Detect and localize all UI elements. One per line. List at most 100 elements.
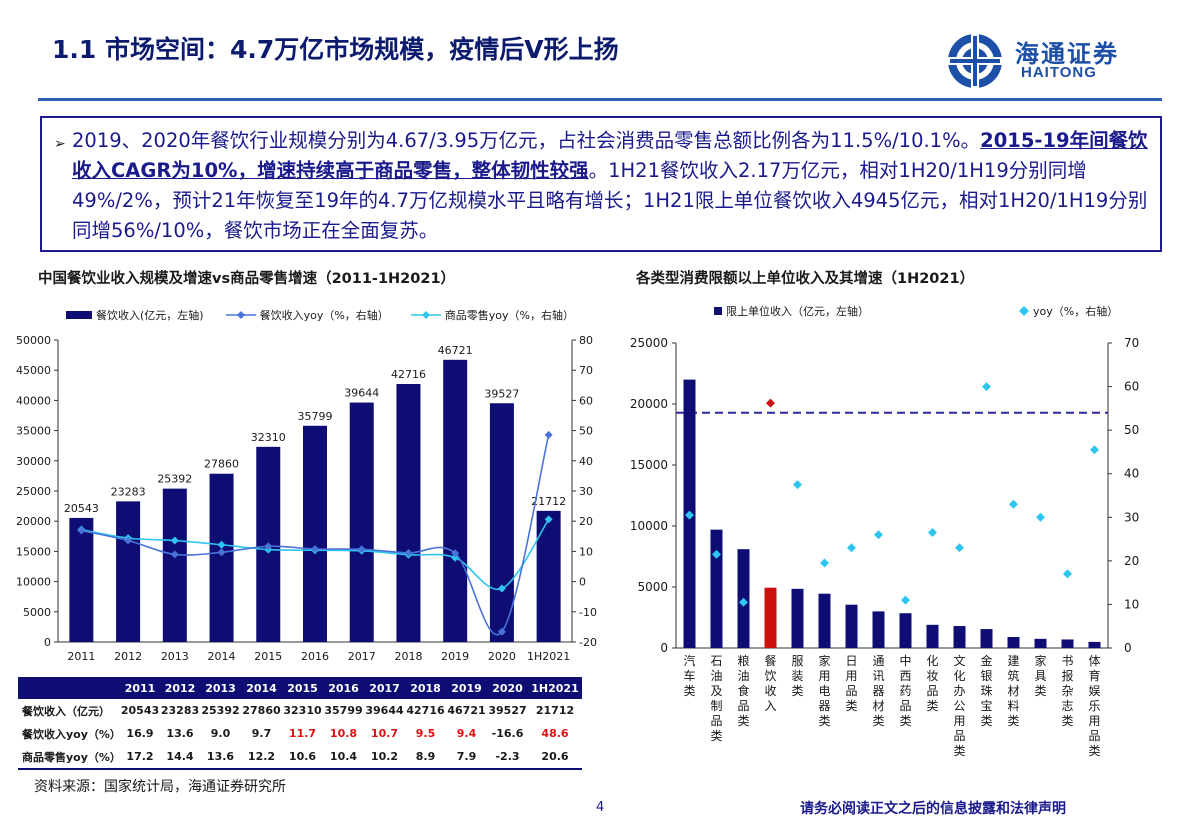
table-cell: 9.7: [251, 727, 272, 740]
legend-label: 商品零售yoy（%，右轴）: [444, 309, 574, 322]
legend-diamond-swatch-icon: [1019, 306, 1029, 316]
restaurant-yoy-marker: [357, 545, 366, 554]
legend-item-retail-yoy: 商品零售yoy（%，右轴）: [410, 307, 574, 323]
legend-label: 餐饮收入(亿元，左轴): [96, 309, 204, 322]
left-chart-legend: 餐饮收入(亿元，左轴) 餐饮收入yoy（%，右轴） 商品零售yoy（%，右轴）: [66, 307, 596, 323]
table-cell: 21712: [535, 704, 575, 717]
bar-data-label: 42716: [391, 368, 426, 381]
table-header-row: 2011 2012 2013 2014 2015 2016 2017 2018 …: [18, 677, 582, 699]
restaurant-yoy-marker: [451, 549, 460, 558]
table-cell: 10.4: [323, 745, 364, 770]
x-axis-tick-label: 1H2021: [527, 650, 570, 663]
page-title: 1.1 市场空间：4.7万亿市场规模，疫情后V形上扬: [52, 35, 619, 64]
table-cell: 20.6: [528, 745, 582, 770]
table-cell: 48.6: [541, 727, 569, 740]
left-axis-tick-label: 15000: [16, 545, 51, 558]
legend-item-restaurant-yoy: 餐饮收入yoy（%，右轴）: [225, 307, 389, 323]
table-cell: 11.7: [288, 727, 317, 740]
legend-line-swatch-icon: [410, 311, 441, 319]
table-cell: 39644: [365, 704, 404, 717]
revenue-bar: [349, 402, 374, 642]
legal-disclaimer: 请务必阅读正文之后的信息披露和法律声明: [800, 801, 1066, 817]
bar-data-label: 39527: [484, 387, 519, 400]
left-axis-tick-label: 35000: [16, 425, 51, 438]
left-axis-tick-label: 45000: [16, 364, 51, 377]
x-axis-tick-label: 2019: [441, 650, 469, 663]
table-row: 餐饮收入（亿元） 20543 23283 25392 27860 32310 35799 39…: [18, 699, 582, 722]
table-cell: 25392: [201, 704, 240, 717]
retail-yoy-marker: [544, 515, 553, 524]
table-header-cell: 2015: [282, 677, 323, 699]
right-axis-tick-label: -10: [579, 606, 597, 619]
table-cell: 17.2: [120, 745, 160, 770]
table-header-cell: 2013: [200, 677, 241, 699]
restaurant-yoy-marker: [311, 544, 319, 553]
bullet-arrow-icon: ➢: [54, 136, 66, 152]
page-number: 4: [596, 800, 605, 815]
table-cell: 10.7: [370, 727, 399, 740]
bar-data-label: 23283: [111, 485, 146, 498]
table-cell: -16.6: [491, 727, 524, 740]
revenue-bar: [162, 488, 187, 642]
summary-box: ➢ 2019、2020年餐饮行业规模分别为4.67/3.95万亿元，占社会消费品…: [40, 116, 1162, 252]
right-axis-tick-label: 30: [579, 485, 593, 498]
data-source: 资料来源：国家统计局，海通证券研究所: [34, 779, 286, 795]
restaurant-yoy-marker: [217, 548, 226, 557]
bar-data-label: 32310: [251, 431, 286, 444]
left-axis-tick-label: 10000: [16, 576, 51, 589]
table-cell: 23283: [160, 704, 200, 717]
left-chart-title: 中国餐饮业收入规模及增速vs商品零售增速（2011-1H2021）: [38, 271, 456, 287]
table-cell: 8.9: [405, 745, 446, 770]
table-cell: 13.6: [166, 727, 194, 740]
legend-item-restaurant-revenue: 餐饮收入(亿元，左轴): [66, 307, 204, 323]
summary-text-part1: 2019、2020年餐饮行业规模分别为4.67/3.95万亿元，占社会消费品零售…: [72, 129, 981, 152]
revenue-bar: [536, 510, 561, 642]
table-header-cell: 2016: [323, 677, 364, 699]
right-axis-tick-label: 20: [579, 515, 593, 528]
table-cell: 13.6: [200, 745, 241, 770]
table-header-cell: 2018: [405, 677, 446, 699]
table-cell: 7.9: [446, 745, 487, 770]
bar-data-label: 20543: [64, 502, 99, 515]
right-axis-tick-label: 80: [579, 334, 593, 347]
restaurant-yoy-marker: [404, 548, 413, 557]
legend-label: yoy（%，右轴）: [1033, 305, 1119, 318]
table-header-cell: 2019: [446, 677, 487, 699]
revenue-bar: [116, 501, 141, 642]
table-cell: 42716: [406, 704, 445, 717]
revenue-bar: [209, 473, 234, 642]
legend-label: 餐饮收入yoy（%，右轴）: [259, 309, 389, 322]
left-axis-tick-label: 40000: [16, 394, 51, 407]
bar-data-label: 39644: [344, 387, 379, 400]
table-cell: 27860: [242, 704, 281, 717]
header-divider: [38, 98, 1162, 101]
restaurant-yoy-marker: [124, 536, 133, 545]
bar-data-label: 21712: [531, 495, 566, 508]
revenue-bar: [443, 359, 468, 642]
legend-label: 限上单位收入（亿元，左轴）: [726, 305, 869, 318]
left-chart-data-table: 2011 2012 2013 2014 2015 2016 2017 2018 …: [18, 677, 582, 770]
right-chart-title: 各类型消费限额以上单位收入及其增速（1H2021）: [636, 271, 975, 287]
table-header-cell: 1H2021: [528, 677, 582, 699]
bar-data-label: 35799: [298, 410, 333, 423]
haitong-logo-icon: [948, 34, 1002, 88]
table-cell: 20543: [120, 704, 160, 717]
legend-bar-swatch-icon: [714, 307, 722, 315]
left-axis-tick-label: 5000: [23, 606, 51, 619]
table-cell: 9.5: [415, 727, 436, 740]
right-axis-tick-label: 70: [579, 364, 593, 377]
bar-data-label: 46721: [438, 344, 473, 357]
right-chart-legend: 限上单位收入（亿元，左轴） yoy（%，右轴）: [714, 303, 1140, 319]
restaurant-yoy-marker: [170, 550, 179, 559]
revenue-bar: [396, 383, 421, 642]
table-cell: 35799: [324, 704, 363, 717]
left-axis-tick-label: 30000: [16, 455, 51, 468]
legend-bar-swatch-icon: [66, 311, 92, 319]
left-axis-tick-label: 0: [44, 636, 51, 649]
table-row-label: 商品零售yoy（%）: [18, 745, 121, 770]
table-cell: 10.6: [282, 745, 323, 770]
x-axis-tick-label: 2018: [394, 650, 422, 663]
x-axis-tick-label: 2011: [67, 650, 95, 663]
table-row: 餐饮收入yoy（%） 16.9 13.6 9.0 9.7 11.7 10.8 10.7 9.5 9…: [18, 722, 582, 745]
